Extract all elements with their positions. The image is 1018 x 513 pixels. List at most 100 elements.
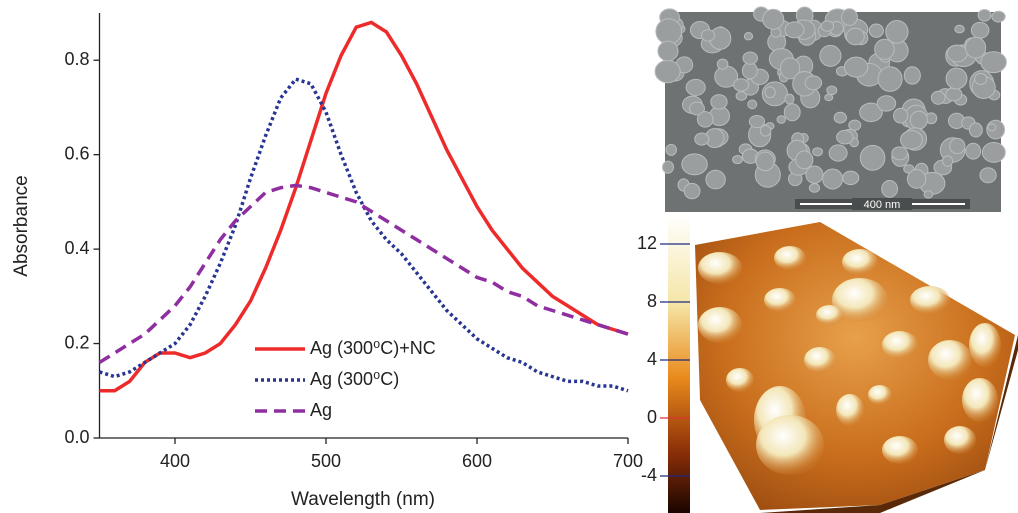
sem-particle	[762, 8, 785, 30]
sem-particle	[743, 32, 754, 41]
sem-particle	[903, 66, 921, 85]
afm-bump	[836, 394, 864, 426]
sem-particle	[689, 101, 705, 116]
sem-particle	[885, 19, 909, 44]
sem-particle	[683, 182, 701, 200]
sem-particle	[784, 93, 795, 105]
afm-bump	[882, 331, 918, 359]
series-line	[99, 20, 629, 393]
sem-particle	[859, 102, 883, 123]
afm-bump	[882, 436, 918, 464]
sem-particle	[657, 40, 679, 62]
sem-particle	[842, 170, 860, 186]
sem-particle	[881, 179, 899, 198]
sem-particle	[741, 62, 758, 80]
sem-particle	[845, 27, 865, 46]
afm-bump	[944, 426, 976, 454]
sem-particle	[732, 154, 743, 165]
sem-particle	[981, 141, 1006, 163]
sem-particle	[748, 114, 766, 129]
sem-particle	[681, 153, 708, 176]
sem-particle	[942, 155, 954, 167]
sem-particle	[930, 90, 946, 105]
sem-particle	[909, 110, 928, 130]
sem-particle	[987, 123, 997, 132]
sem-particle	[946, 44, 968, 63]
legend-label: Ag (300⁰C)+NC	[310, 338, 436, 358]
sem-particle	[710, 94, 728, 110]
x-tick-label: 400	[160, 451, 190, 471]
sem-particle	[783, 103, 801, 122]
sem-particle	[824, 93, 834, 102]
sem-particle	[970, 21, 990, 39]
sem-particle	[694, 132, 710, 146]
sem-particle	[716, 58, 729, 70]
afm-bump	[726, 368, 754, 392]
legend-label: Ag (300⁰C)	[310, 369, 399, 389]
sem-particle	[808, 183, 821, 193]
sem-particle	[848, 119, 862, 131]
afm-bump	[962, 378, 998, 422]
y-tick-label: 0.8	[64, 49, 89, 69]
afm-bump	[816, 305, 844, 325]
scale-bar-gap	[852, 198, 912, 210]
sem-particle	[779, 57, 801, 80]
sem-particle	[759, 124, 772, 137]
sem-particle	[874, 38, 895, 60]
afm-bump	[774, 246, 806, 270]
sem-particle	[991, 10, 1006, 23]
afm-bump	[804, 347, 836, 373]
sem-particle	[820, 20, 835, 32]
colorbar-tick-label: 8	[647, 291, 657, 311]
x-tick-label: 500	[311, 451, 341, 471]
afm-bump	[868, 385, 892, 405]
y-axis-label: Absorbance	[11, 175, 32, 276]
sem-particle	[755, 151, 775, 172]
legend-label: Ag	[310, 400, 332, 420]
colorbar-tick-label: -4	[641, 465, 657, 485]
sem-particle	[965, 142, 982, 160]
afm-bump	[756, 415, 824, 475]
colorbar-tick-label: 12	[637, 233, 657, 253]
sem-particle	[661, 160, 674, 174]
sem-particle	[974, 72, 988, 85]
sem-particle	[654, 59, 681, 84]
x-axis-label: Wavelength (nm)	[291, 489, 435, 510]
sem-particle	[979, 167, 997, 184]
scale-bar-label: 400 nm	[864, 199, 901, 211]
sem-particle	[836, 129, 854, 145]
sem-particle	[868, 23, 884, 38]
sem-particle	[968, 122, 983, 138]
sem-image	[654, 6, 1007, 212]
sem-particle	[685, 78, 706, 96]
afm-bump	[698, 307, 742, 343]
sem-particle	[977, 8, 992, 22]
sem-particle	[665, 143, 677, 156]
sem-particle	[742, 51, 758, 65]
x-tick-label: 600	[462, 451, 492, 471]
afm-bump	[698, 252, 742, 284]
sem-particle	[954, 24, 965, 34]
afm-bump	[910, 286, 950, 314]
afm-bump	[969, 323, 1001, 367]
sem-particle	[906, 169, 927, 189]
afm-bump	[928, 340, 972, 380]
sem-particle	[980, 51, 1007, 74]
sem-particle	[819, 44, 842, 67]
sem-particle	[945, 87, 963, 102]
sem-particle	[776, 115, 786, 124]
sem-particle	[822, 168, 844, 190]
sem-particle	[828, 144, 848, 162]
sem-particle	[764, 86, 776, 99]
sem-particle	[833, 111, 847, 124]
sem-particle	[843, 56, 869, 78]
afm-bump	[764, 288, 796, 312]
sem-particle	[700, 29, 716, 42]
sem-particle	[805, 165, 824, 184]
colorbar-tick-label: 4	[647, 349, 657, 369]
sem-particle	[826, 85, 838, 96]
y-tick-label: 0.6	[64, 143, 89, 163]
sem-particle	[900, 130, 923, 150]
sem-particle	[893, 107, 909, 124]
